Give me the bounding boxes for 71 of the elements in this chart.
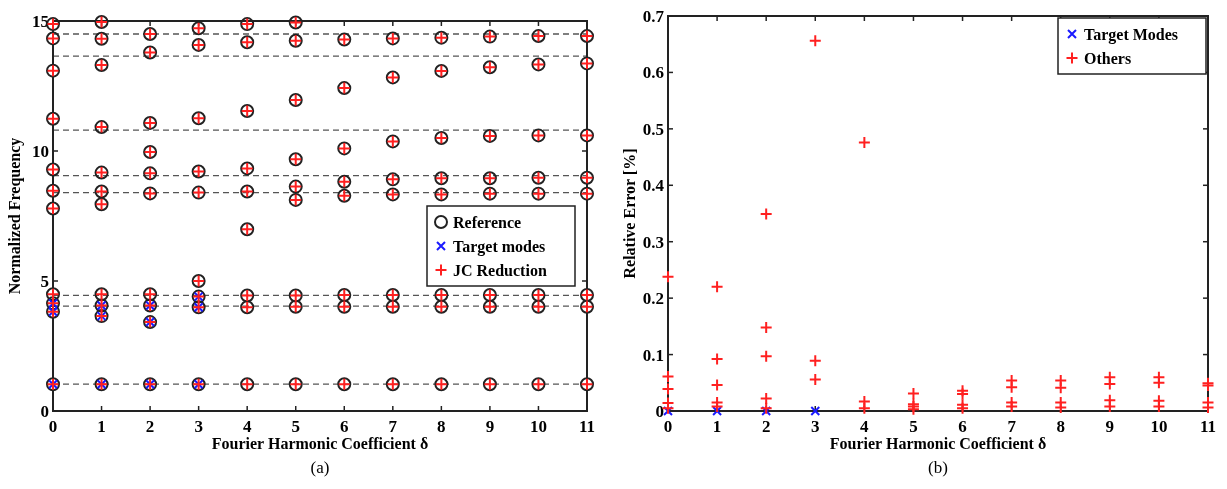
point — [661, 370, 675, 384]
point — [759, 207, 773, 221]
y-axis-title: Relative Error [%] — [621, 148, 638, 279]
x-tick-label: 3 — [811, 417, 820, 436]
x-tick-label: 1 — [712, 417, 722, 436]
point — [759, 392, 773, 406]
legend-label: JC Reduction — [453, 262, 547, 279]
point — [759, 401, 773, 415]
point — [663, 406, 673, 416]
x-tick-label: 3 — [194, 417, 203, 436]
x-axis-title: Fourier Harmonic Coefficient δ — [829, 435, 1047, 452]
point — [761, 406, 772, 416]
y-tick-label: 0 — [655, 402, 664, 421]
text: (b) — [928, 458, 948, 477]
y-tick-label: 0 — [40, 402, 49, 421]
point — [1054, 401, 1068, 415]
point — [810, 406, 821, 416]
x-tick-label: 4 — [242, 417, 252, 436]
y-tick-label: 0.5 — [642, 119, 664, 139]
x-tick-label: 11 — [578, 417, 596, 436]
y-tick-label: 0.7 — [642, 7, 665, 26]
point — [661, 270, 675, 284]
legend-label: Reference — [453, 214, 522, 231]
y-tick-label: 0.4 — [642, 176, 665, 196]
point — [857, 401, 871, 415]
x-tick-label: 10 — [529, 417, 547, 436]
x-tick-label: 9 — [485, 417, 495, 436]
point — [1054, 381, 1068, 395]
x-tick-label: 10 — [1150, 417, 1168, 436]
point — [1152, 376, 1166, 390]
y-tick-label: 5 — [40, 272, 49, 291]
legend-label: Others — [1084, 50, 1132, 67]
y-tick-label: 0.3 — [642, 232, 664, 252]
x-tick-label: 8 — [437, 417, 446, 436]
y-tick-label: 0.6 — [642, 63, 664, 83]
x-tick-label: 9 — [1105, 417, 1115, 436]
x-tick-label: 6 — [958, 417, 967, 436]
legend-label: Target modes — [453, 238, 546, 256]
y-tick-label: 10 — [32, 142, 49, 161]
point — [710, 378, 724, 392]
point — [808, 34, 822, 48]
point — [759, 320, 773, 334]
point — [759, 349, 773, 363]
x-tick-label: 5 — [909, 417, 918, 436]
point — [661, 382, 675, 396]
point — [857, 135, 871, 149]
x-tick-label: 7 — [1007, 417, 1017, 436]
x-tick-label: 1 — [97, 417, 106, 436]
point — [1103, 399, 1117, 413]
y-tick-label: 0.1 — [642, 345, 664, 365]
point — [1005, 380, 1019, 394]
point — [1103, 377, 1117, 391]
point — [808, 372, 822, 386]
point — [710, 352, 724, 366]
x-tick-label: 2 — [145, 417, 155, 436]
x-tick-label: 4 — [860, 417, 870, 436]
point — [712, 406, 723, 416]
x-tick-label: 8 — [1056, 417, 1065, 436]
x-tick-label: 7 — [388, 417, 398, 436]
text: (a) — [310, 458, 330, 477]
x-tick-label: 5 — [291, 417, 300, 436]
x-axis-title: Fourier Harmonic Coefficient δ — [211, 435, 429, 452]
legend-label: Target Modes — [1084, 26, 1179, 44]
point — [710, 280, 724, 294]
y-axis-title: Normalized Frequency — [6, 137, 24, 295]
x-tick-label: 2 — [761, 417, 771, 436]
point — [906, 387, 920, 401]
x-tick-label: 6 — [340, 417, 349, 436]
y-tick-label: 0.2 — [642, 289, 664, 309]
x-tick-label: 11 — [1199, 417, 1217, 436]
point — [808, 354, 822, 368]
